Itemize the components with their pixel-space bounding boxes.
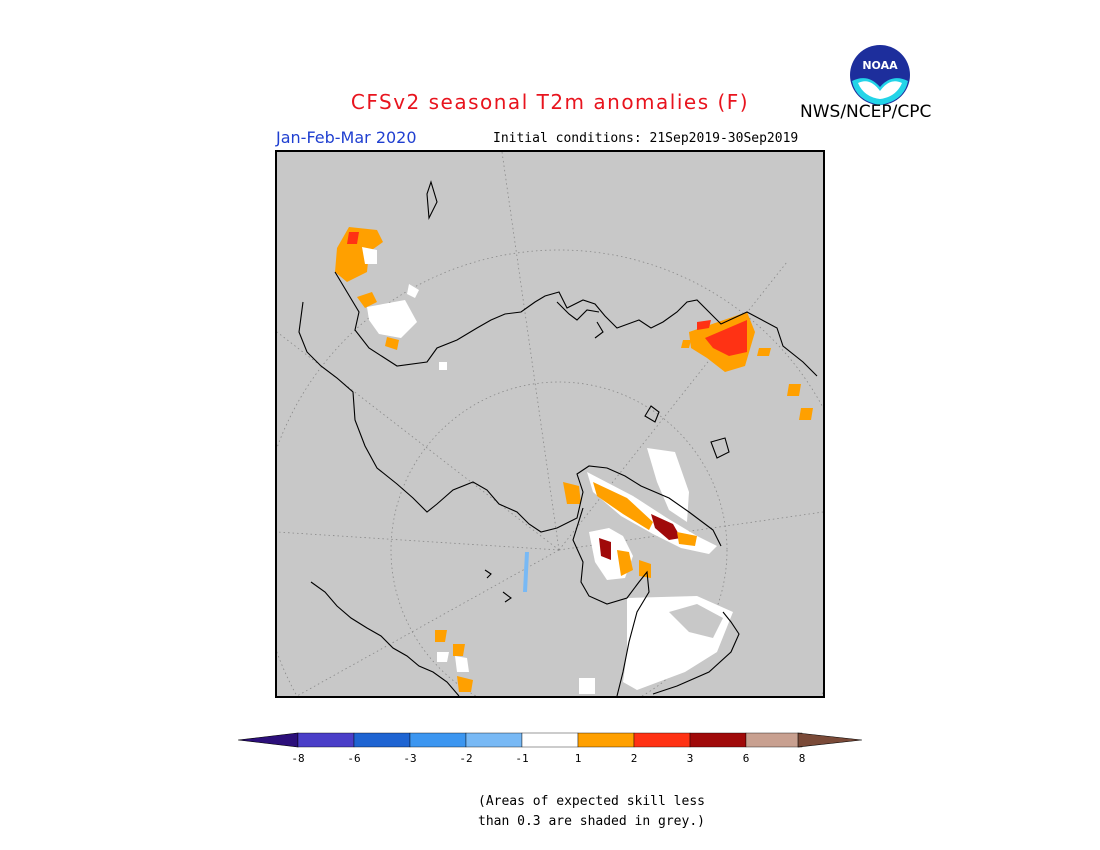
initial-conditions-label: Initial conditions: 21Sep2019-30Sep2019 xyxy=(493,131,799,146)
logo-text: NOAA xyxy=(862,59,898,72)
organization-label: NWS/NCEP/CPC xyxy=(800,102,932,122)
colorbar-tick-label: 8 xyxy=(798,752,806,765)
skill-note: (Areas of expected skill less than 0.3 a… xyxy=(478,792,705,832)
colorbar-cell xyxy=(465,732,523,748)
colorbar-arrow-left xyxy=(237,732,299,748)
colorbar-tick-label: 1 xyxy=(574,752,582,765)
coastlines xyxy=(298,180,818,696)
colorbar-tick-label: 6 xyxy=(742,752,750,765)
colorbar-cell xyxy=(689,732,747,748)
colorbar-tick-label: -2 xyxy=(459,752,473,765)
noaa-logo: NOAA xyxy=(848,43,912,111)
colorbar-tick-label: -6 xyxy=(347,752,361,765)
colorbar-tick-label: -8 xyxy=(291,752,305,765)
colorbar-cell xyxy=(745,732,803,748)
colorbar-tick-label: -1 xyxy=(515,752,529,765)
colorbar-cell xyxy=(577,732,635,748)
colorbar-tick-label: 2 xyxy=(630,752,638,765)
polar-map xyxy=(275,150,825,698)
colorbar-cell xyxy=(409,732,467,748)
colorbar-tick-label: 3 xyxy=(686,752,694,765)
season-label: Jan-Feb-Mar 2020 xyxy=(276,128,417,147)
colorbar-cell xyxy=(297,732,355,748)
color-scale-bar xyxy=(237,728,863,756)
colorbar-cell xyxy=(521,732,579,748)
colorbar-cell xyxy=(633,732,691,748)
map-title: CFSv2 seasonal T2m anomalies (F) xyxy=(350,90,750,114)
colorbar-cells xyxy=(297,732,803,748)
skill-note-line1: (Areas of expected skill less xyxy=(478,794,705,809)
anomaly-patches xyxy=(335,227,813,694)
skill-note-line2: than 0.3 are shaded in grey.) xyxy=(478,814,705,829)
colorbar-tick-label: -3 xyxy=(403,752,417,765)
colorbar-cell xyxy=(353,732,411,748)
colorbar-arrow-right xyxy=(797,732,863,748)
